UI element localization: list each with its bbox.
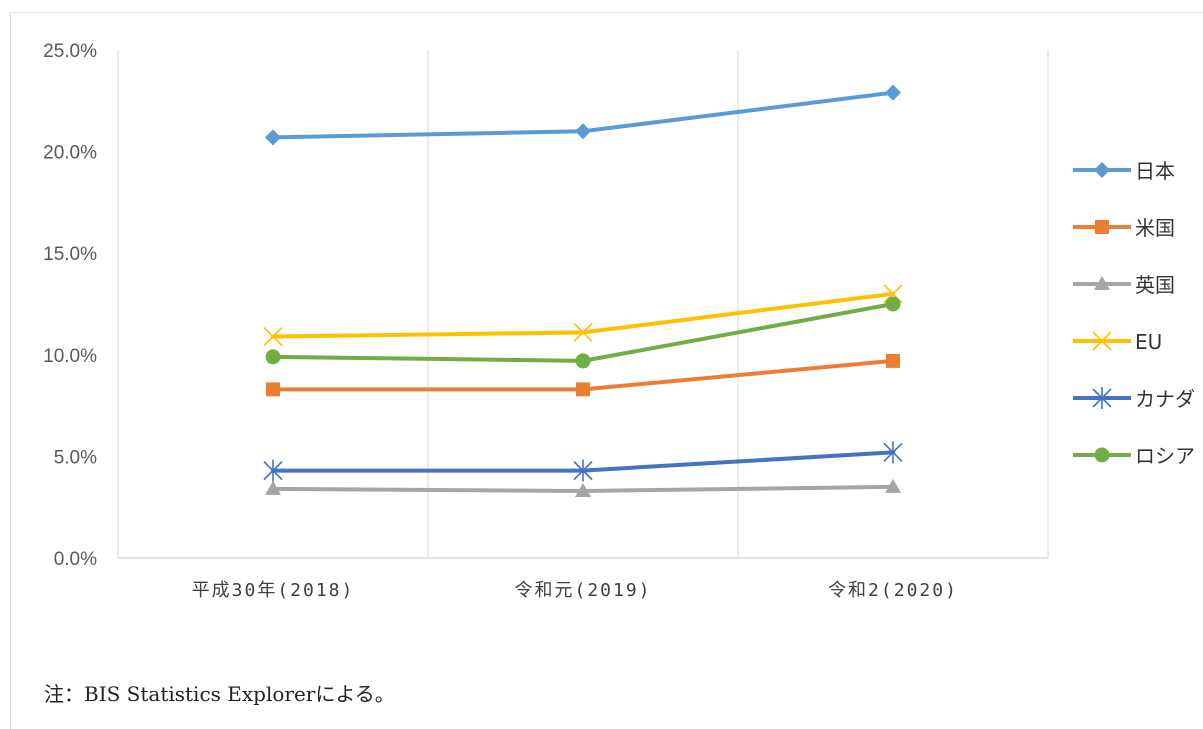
data-point [885, 84, 901, 101]
data-point [885, 296, 901, 312]
y-tick-label: 25.0% [43, 41, 97, 62]
legend-marker [1092, 331, 1112, 351]
legend-item: カナダ [1073, 387, 1195, 411]
data-point [266, 382, 280, 397]
marker-stroke [573, 322, 593, 343]
legend-label: 日本 [1135, 159, 1175, 183]
x-axis: 平成30年(2018) 令和元(2019) 令和2(2020) [192, 580, 958, 601]
series-カナダ [263, 441, 903, 482]
legend-marker [1094, 276, 1110, 290]
data-point [265, 129, 281, 146]
data-point [575, 123, 591, 140]
data-point [575, 353, 591, 369]
data-point [265, 480, 281, 495]
data-point [263, 459, 283, 482]
data-point [575, 482, 591, 497]
legend-label: 米国 [1135, 216, 1175, 240]
legend-marker [1094, 162, 1110, 178]
legend-item: 日本 [1073, 159, 1175, 183]
data-point [883, 441, 903, 464]
series-英国 [265, 478, 901, 497]
data-point [886, 353, 900, 368]
series-line [271, 291, 895, 339]
x-tick-label: 令和2(2020) [828, 580, 958, 601]
series-EU [263, 284, 903, 347]
grid-lines [117, 50, 1049, 559]
legend-item: 英国 [1073, 273, 1175, 297]
data-point [885, 478, 901, 493]
legend-label: EU [1135, 330, 1162, 354]
legend-label: ロシア [1135, 444, 1195, 468]
data-point [263, 326, 283, 347]
data-point [265, 349, 281, 365]
marker-stroke [1092, 331, 1112, 351]
legend-marker [1094, 447, 1110, 463]
legend-item: ロシア [1073, 444, 1195, 468]
series-ロシア [265, 296, 901, 369]
y-tick-label: 15.0% [43, 244, 97, 265]
x-tick-label: 令和元(2019) [514, 580, 651, 601]
legend-marker [1095, 220, 1109, 234]
y-tick-label: 5.0% [54, 447, 97, 468]
data-point [573, 322, 593, 343]
legend-label: カナダ [1135, 387, 1195, 411]
series-日本 [265, 84, 901, 146]
marker-stroke [263, 326, 283, 347]
data-point [576, 382, 590, 397]
y-axis: 0.0% 5.0% 10.0% 15.0% 20.0% 25.0% [43, 41, 97, 570]
x-tick-label: 平成30年(2018) [192, 580, 355, 601]
series-米国 [266, 353, 900, 397]
legend-marker [1092, 387, 1112, 409]
chart-frame [10, 12, 1203, 729]
footnote: 注：BIS Statistics Explorerによる。 [44, 682, 395, 706]
data-point [573, 459, 593, 482]
series-layer [263, 84, 903, 497]
y-tick-label: 0.0% [54, 549, 97, 570]
y-tick-label: 10.0% [43, 346, 97, 367]
legend-label: 英国 [1135, 273, 1175, 297]
legend-item: 米国 [1073, 216, 1175, 240]
y-tick-label: 20.0% [43, 143, 97, 164]
legend-item: EU [1073, 330, 1162, 354]
